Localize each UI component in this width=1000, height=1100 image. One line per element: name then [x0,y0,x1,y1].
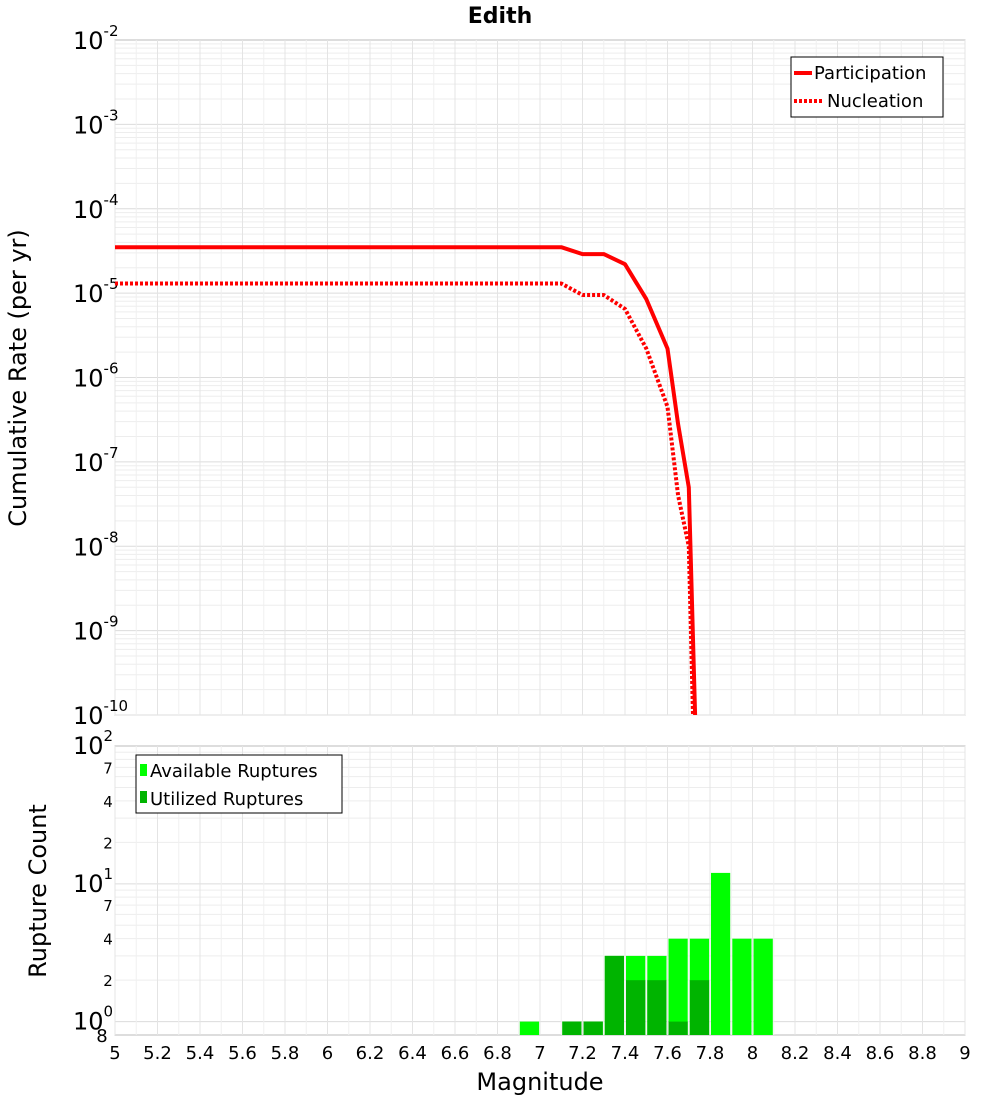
chart-title: Edith [468,4,533,29]
count-y-tick-label: 2 [103,972,113,990]
x-tick-label: 6.4 [398,1043,427,1064]
x-tick-label: 7.8 [696,1043,725,1064]
x-tick-label: 7.6 [653,1043,682,1064]
x-tick-label: 5.4 [186,1043,215,1064]
available-ruptures-bar [753,938,773,1035]
available-ruptures-bar [711,872,731,1035]
rate-y-tick-label: 10-8 [73,528,119,561]
count-y-tick-label: 4 [103,793,113,811]
x-tick-label: 8.6 [866,1043,895,1064]
legend-nucleation-label: Nucleation [827,91,923,112]
rate-y-tick-label: 10-3 [73,106,119,139]
x-tick-label: 7 [534,1043,545,1064]
utilized-ruptures-bar [583,1021,603,1035]
x-tick-label: 9 [959,1043,970,1064]
x-tick-label: 6.6 [441,1043,470,1064]
rate-y-tick-label: 10-4 [73,191,119,224]
rate-y-axis-label: Cumulative Rate (per yr) [4,229,32,527]
x-tick-label: 8.2 [781,1043,810,1064]
x-tick-label: 8 [747,1043,758,1064]
x-tick-label: 6.8 [483,1043,512,1064]
rate-gridlines [114,40,966,716]
x-tick-label: 5 [109,1043,120,1064]
count-legend-box [135,754,343,814]
x-tick-label: 6.2 [356,1043,385,1064]
x-tick-label: 5.2 [143,1043,172,1064]
rate-y-tick-label: 10-7 [73,444,119,477]
rate-series [115,245,698,716]
available-ruptures-bar [668,938,688,1035]
x-tick-label: 7.2 [568,1043,597,1064]
x-ticks: 5 5.2 5.4 5.6 5.8 6 6.2 6.4 6.6 6.8 7 7.2 7.4 7.6 7.8 8… [109,1043,970,1064]
rate-plot: 10-10 10-9 10-8 10-7 10-6 10-5 10-4 10-3 10-2 Cu… [4,22,966,730]
utilized-ruptures-bar [562,1021,582,1035]
rate-y-tick-label: 10-5 [73,275,119,308]
utilized-ruptures-bar [604,955,624,1035]
rate-y-tick-label: 10-9 [73,613,119,646]
x-tick-label: 7.4 [611,1043,640,1064]
legend-available-swatch [140,764,147,776]
x-tick-label: 5.8 [271,1043,300,1064]
rate-legend: Participation Nucleation [790,56,944,118]
x-tick-label: 8.8 [908,1043,937,1064]
count-gridlines [114,746,966,1035]
count-y-tick-label: 7 [103,897,113,915]
legend-participation-label: Participation [814,63,926,84]
count-y-ticks: 8 2 4 7 2 4 7 100 101 102 [73,727,113,1047]
x-tick-label: 5.6 [228,1043,257,1064]
count-y-tick-label: 102 [73,727,113,760]
count-y-tick-label: 2 [103,834,113,852]
x-axis-label: Magnitude [476,1068,603,1096]
participation-line [115,245,698,716]
utilized-ruptures-bar [626,980,646,1035]
x-tick-label: 6 [322,1043,333,1064]
utilized-ruptures-bar [689,980,710,1035]
x-tick-label: 8.4 [823,1043,852,1064]
legend-utilized-swatch [140,791,147,803]
count-y-axis-label: Rupture Count [24,804,52,978]
count-y-tick-label: 7 [103,759,113,777]
rate-y-tick-label: 10-6 [73,360,119,393]
available-ruptures-bar [519,1021,540,1035]
available-ruptures-bar [732,938,752,1035]
rate-y-tick-label: 10-10 [73,697,128,730]
count-legend: Available Ruptures Utilized Ruptures [135,754,343,814]
legend-utilized-label: Utilized Ruptures [150,789,303,810]
rate-y-ticks: 10-10 10-9 10-8 10-7 10-6 10-5 10-4 10-3 10-2 [73,22,128,730]
count-y-tick-label: 100 [73,1003,113,1036]
rate-y-tick-label: 10-2 [73,22,119,55]
count-y-tick-label: 101 [73,865,113,898]
count-y-tick-label: 8 [96,1026,107,1047]
utilized-ruptures-bar [668,1021,688,1035]
legend-available-label: Available Ruptures [150,761,318,782]
count-y-tick-label: 4 [103,931,113,949]
count-bars [519,872,773,1035]
count-plot: 8 2 4 7 2 4 7 100 101 102 5 5.2 5.4 5.6 5.8 6 6.2 6.4 6.6… [24,727,971,1096]
utilized-ruptures-bar [647,980,667,1035]
rate-legend-box [790,56,944,118]
